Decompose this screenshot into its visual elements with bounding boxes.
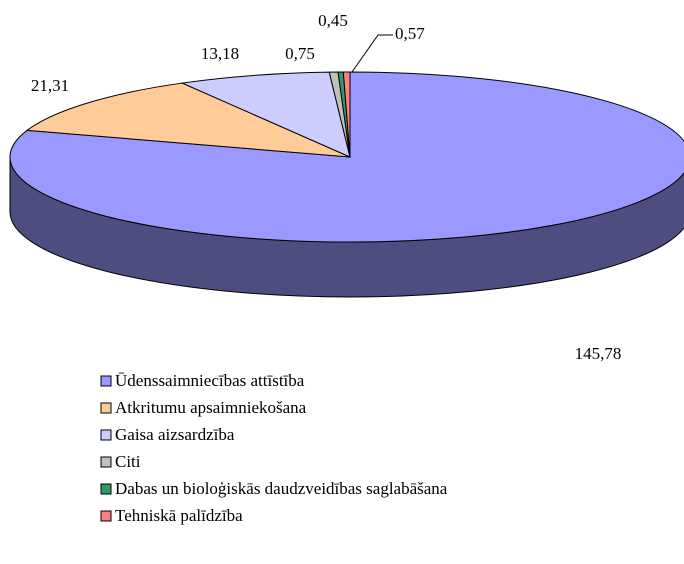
- legend-label: Ūdenssaimniecības attīstība: [115, 371, 305, 390]
- leader-line: [351, 34, 393, 73]
- legend-swatch: [100, 483, 112, 495]
- legend-label: Citi: [115, 452, 141, 471]
- legend-swatch: [100, 456, 112, 468]
- data-label: 0,45: [318, 11, 348, 30]
- legend-swatch: [100, 375, 112, 387]
- data-label: 145,78: [575, 344, 622, 363]
- legend-label: Dabas un bioloģiskās daudzveidības sagla…: [115, 479, 448, 498]
- legend-label: Gaisa aizsardzība: [115, 425, 235, 444]
- data-label: 21,31: [31, 76, 69, 95]
- legend-swatch: [100, 402, 112, 414]
- legend-swatch: [100, 429, 112, 441]
- pie-slice: [25, 82, 351, 158]
- legend-label: Atkritumu apsaimniekošana: [115, 398, 307, 417]
- pie-slice: [342, 71, 351, 158]
- pie-slice: [180, 71, 351, 158]
- data-label: 0,57: [395, 24, 425, 43]
- data-label: 13,18: [201, 44, 239, 63]
- legend-label: Tehniskā palīdzība: [115, 506, 243, 525]
- legend-swatch: [100, 510, 112, 522]
- data-label: 0,75: [285, 44, 315, 63]
